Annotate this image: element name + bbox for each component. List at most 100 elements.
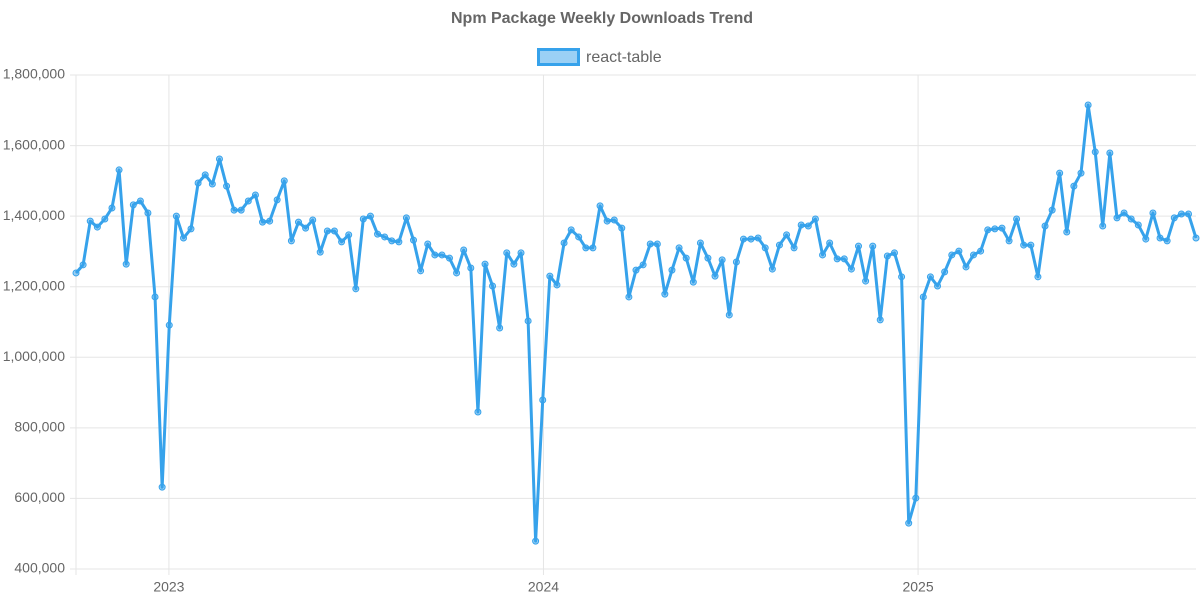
data-point xyxy=(625,293,633,301)
data-point xyxy=(129,201,137,209)
data-point xyxy=(582,244,590,252)
data-point xyxy=(1084,101,1092,109)
data-point xyxy=(969,251,977,259)
data-point xyxy=(589,244,597,252)
data-point xyxy=(1005,237,1013,245)
data-point xyxy=(424,240,432,248)
data-point xyxy=(338,238,346,246)
data-point xyxy=(747,235,755,243)
data-point xyxy=(72,269,80,277)
y-tick-label: 1,000,000 xyxy=(3,348,65,364)
data-point xyxy=(524,317,532,325)
data-point xyxy=(675,244,683,252)
data-point xyxy=(998,224,1006,232)
data-point xyxy=(682,254,690,262)
data-point xyxy=(251,191,259,199)
data-point xyxy=(632,266,640,274)
data-point xyxy=(905,519,913,527)
data-point xyxy=(503,249,511,257)
y-tick-label: 400,000 xyxy=(14,560,65,576)
data-point xyxy=(323,227,331,235)
data-point xyxy=(1106,149,1114,157)
data-point xyxy=(165,321,173,329)
data-point xyxy=(790,244,798,252)
data-point xyxy=(955,247,963,255)
data-point xyxy=(409,236,417,244)
data-point xyxy=(639,261,647,269)
data-point xyxy=(1177,210,1185,218)
data-point xyxy=(302,224,310,232)
data-point xyxy=(754,234,762,242)
data-point xyxy=(1127,215,1135,223)
data-point xyxy=(517,249,525,257)
data-point xyxy=(546,272,554,280)
data-point xyxy=(668,266,676,274)
data-point xyxy=(122,260,130,268)
data-point xyxy=(395,238,403,246)
data-point xyxy=(151,293,159,301)
data-point xyxy=(223,182,231,190)
y-tick-label: 1,400,000 xyxy=(3,207,65,223)
data-point xyxy=(804,222,812,230)
data-point xyxy=(381,233,389,241)
data-point xyxy=(187,225,195,233)
data-point xyxy=(1091,148,1099,156)
data-point xyxy=(266,217,274,225)
data-point xyxy=(215,155,223,163)
data-point xyxy=(811,215,819,223)
x-tick-label: 2024 xyxy=(528,579,559,595)
data-point xyxy=(532,537,540,545)
data-point xyxy=(661,290,669,298)
data-point xyxy=(136,197,144,205)
data-point xyxy=(1113,214,1121,222)
data-point xyxy=(316,248,324,256)
data-point xyxy=(783,231,791,239)
data-point xyxy=(1099,222,1107,230)
y-tick-label: 800,000 xyxy=(14,419,65,435)
data-point xyxy=(309,216,317,224)
data-point xyxy=(1070,182,1078,190)
y-tick-label: 1,600,000 xyxy=(3,136,65,152)
data-point xyxy=(481,260,489,268)
data-point xyxy=(201,171,209,179)
data-point xyxy=(115,166,123,174)
data-point xyxy=(1041,222,1049,230)
data-point xyxy=(941,268,949,276)
data-point xyxy=(653,240,661,248)
data-point xyxy=(689,278,697,286)
data-point xyxy=(180,234,188,242)
data-point xyxy=(194,179,202,187)
data-point xyxy=(1163,237,1171,245)
data-point xyxy=(840,255,848,263)
data-point xyxy=(984,226,992,234)
data-point xyxy=(819,251,827,259)
data-point xyxy=(1149,209,1157,217)
chart-title: Npm Package Weekly Downloads Trend xyxy=(451,10,753,27)
data-point xyxy=(797,221,805,229)
data-point xyxy=(374,230,382,238)
data-point xyxy=(287,237,295,245)
data-point xyxy=(869,242,877,250)
data-point xyxy=(919,293,927,301)
legend-swatch xyxy=(537,48,580,66)
data-point xyxy=(510,260,518,268)
data-point xyxy=(696,239,704,247)
data-point xyxy=(991,225,999,233)
data-point xyxy=(740,235,748,243)
legend-label: react-table xyxy=(586,49,662,66)
data-point xyxy=(732,258,740,266)
data-point xyxy=(833,255,841,263)
data-point xyxy=(366,212,374,220)
data-point xyxy=(1120,209,1128,217)
y-tick-label: 1,200,000 xyxy=(3,277,65,293)
data-point xyxy=(934,282,942,290)
data-point xyxy=(610,216,618,224)
data-point xyxy=(977,247,985,255)
data-point xyxy=(273,196,281,204)
data-point xyxy=(460,246,468,254)
data-point xyxy=(596,202,604,210)
y-tick-label: 1,800,000 xyxy=(3,66,65,82)
data-point xyxy=(359,215,367,223)
data-point xyxy=(704,254,712,262)
